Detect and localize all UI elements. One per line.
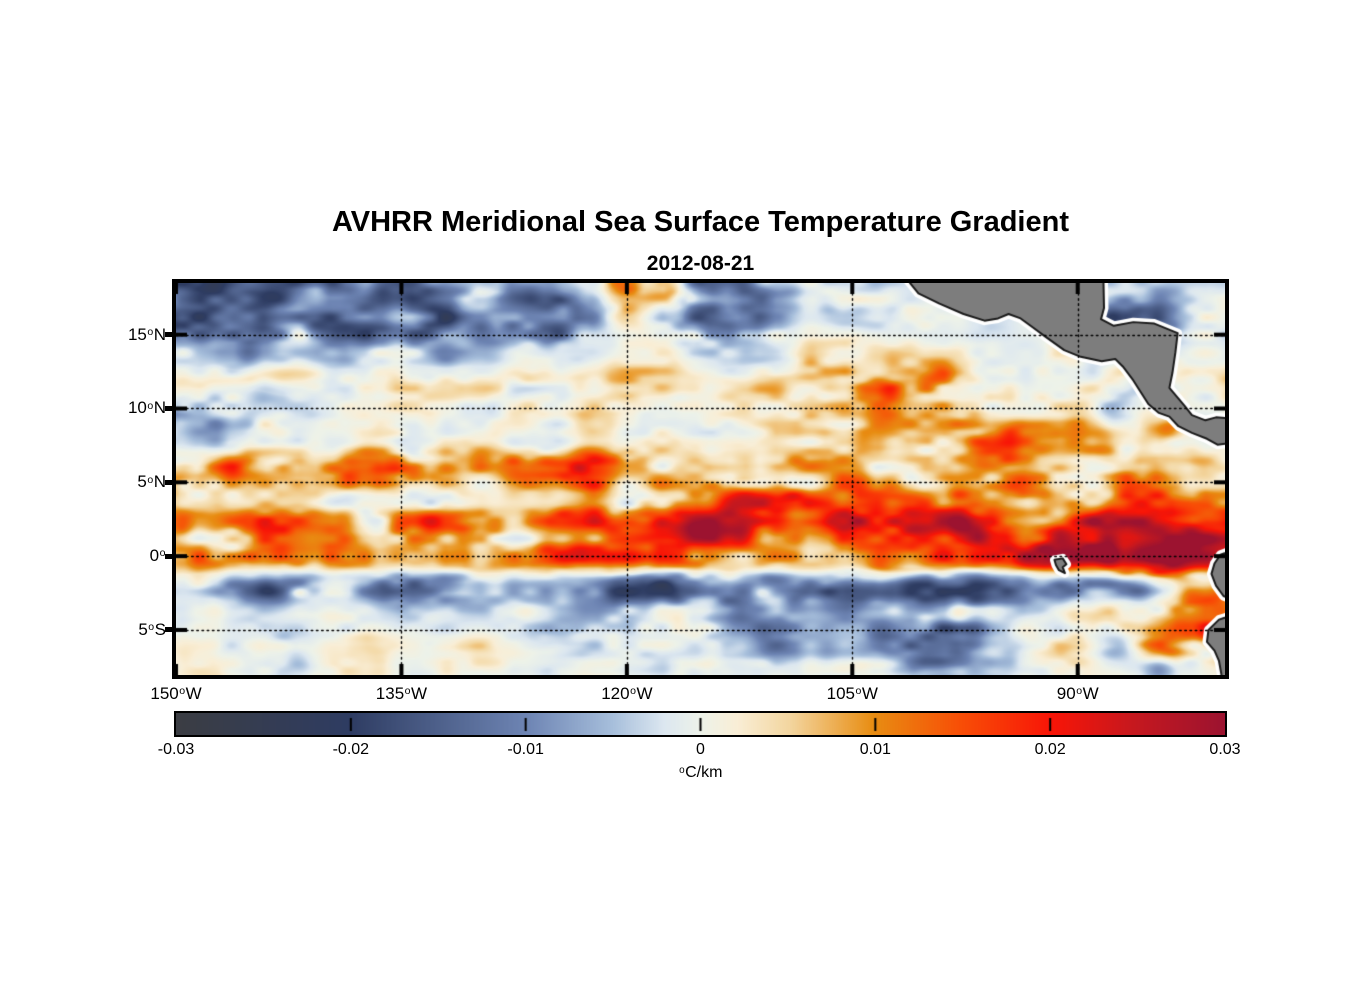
colorbar-tick-label: -0.03 <box>157 741 195 758</box>
degree-symbol: o <box>147 399 154 412</box>
y-axis-tick-mark <box>165 479 173 485</box>
colorbar-unit: oC/km <box>176 764 1225 782</box>
y-tick-label: 0o <box>150 546 166 566</box>
degree-symbol: o <box>1076 685 1083 698</box>
x-tick-hemisphere: W <box>185 684 202 703</box>
colorbar-unit-text: C/km <box>685 764 723 781</box>
degree-symbol: o <box>159 547 166 560</box>
y-tick-hemisphere: S <box>154 619 166 639</box>
colorbar <box>174 711 1227 737</box>
y-axis-tick-mark <box>165 405 173 411</box>
x-tick-value: 90 <box>1056 684 1076 703</box>
colorbar-tick-label: 0 <box>696 741 705 758</box>
degree-symbol: o <box>404 685 411 698</box>
degree-symbol: o <box>855 685 862 698</box>
y-tick-value: 15 <box>127 324 147 344</box>
colorbar-gradient <box>176 713 1225 735</box>
x-tick-hemisphere: W <box>636 684 653 703</box>
chart-date: 2012-08-21 <box>646 252 755 275</box>
x-tick-value: 120 <box>601 684 630 703</box>
colorbar-tick-label: 0.03 <box>1209 741 1241 758</box>
x-tick-value: 135 <box>375 684 405 703</box>
y-tick-label: 5oS <box>138 620 166 640</box>
colorbar-tick-label: 0.02 <box>1034 741 1066 758</box>
y-axis-tick-mark <box>165 332 173 338</box>
y-tick-hemisphere: N <box>153 472 166 492</box>
y-tick-hemisphere: N <box>153 398 166 418</box>
chart-title: AVHRR Meridional Sea Surface Temperature… <box>331 206 1069 238</box>
y-tick-value: 5 <box>138 619 148 639</box>
x-tick-value: 150 <box>150 684 179 703</box>
y-tick-hemisphere: N <box>153 324 166 344</box>
y-tick-label: 10oN <box>128 398 166 418</box>
y-tick-label: 5oN <box>137 472 166 492</box>
y-tick-value: 5 <box>137 472 147 492</box>
x-tick-value: 105 <box>826 684 856 703</box>
y-axis-tick-mark <box>165 627 173 633</box>
colorbar-tick-label: 0.01 <box>859 741 891 758</box>
x-tick-hemisphere: W <box>411 684 428 703</box>
degree-symbol: o <box>147 473 154 486</box>
sst-gradient-heatmap <box>176 283 1225 675</box>
x-tick-hemisphere: W <box>1082 684 1099 703</box>
colorbar-tick-label: -0.01 <box>507 741 544 758</box>
x-tick-hemisphere: W <box>861 684 878 703</box>
y-tick-value: 0 <box>149 546 160 566</box>
x-tick-label: 90oW <box>1057 684 1099 704</box>
y-tick-value: 10 <box>127 398 147 418</box>
x-tick-label: 135oW <box>376 684 427 704</box>
x-tick-label: 120oW <box>601 684 652 704</box>
degree-symbol: o <box>148 621 155 634</box>
degree-symbol: o <box>679 764 685 776</box>
map-axes-frame <box>172 279 1229 679</box>
x-tick-label: 105oW <box>827 684 878 704</box>
x-tick-label: 150oW <box>150 684 201 704</box>
degree-symbol: o <box>147 325 154 338</box>
y-tick-label: 15oN <box>128 325 166 345</box>
y-axis-tick-mark <box>165 553 173 559</box>
colorbar-tick-label: -0.02 <box>332 741 370 758</box>
degree-symbol: o <box>630 685 636 698</box>
degree-symbol: o <box>179 685 186 698</box>
